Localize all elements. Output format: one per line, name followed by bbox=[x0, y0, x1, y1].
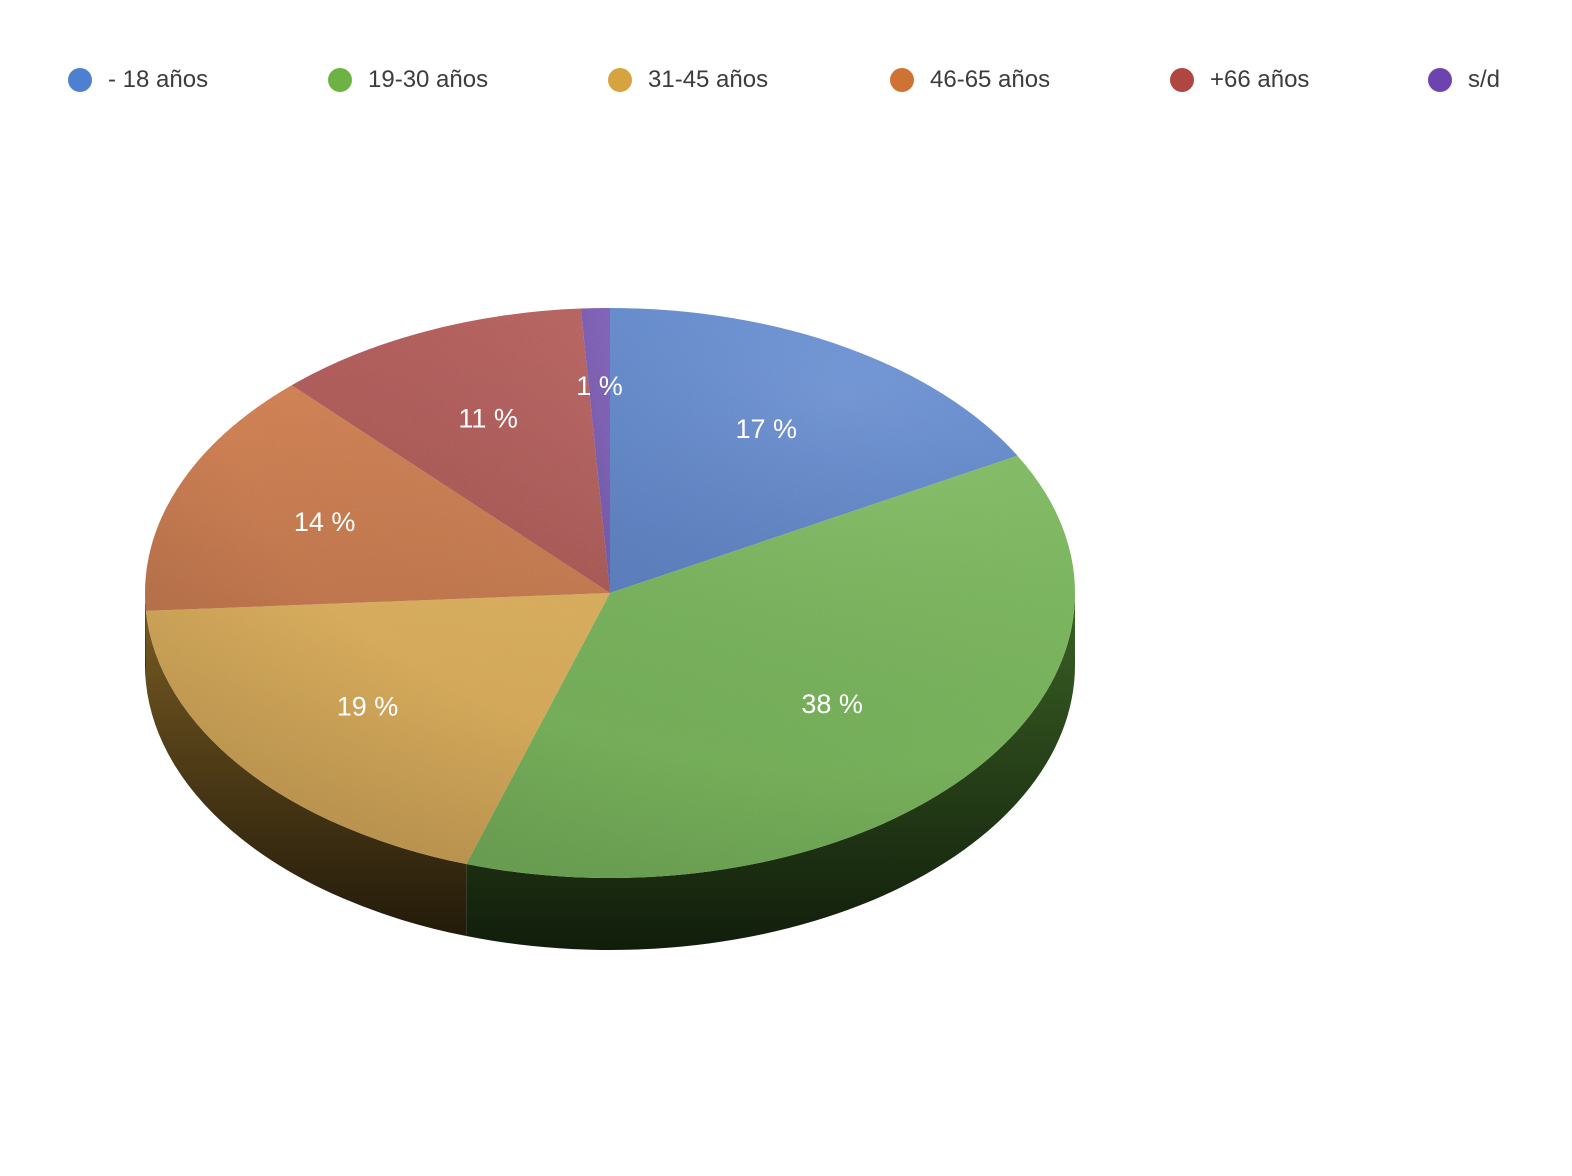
legend-swatch bbox=[68, 68, 92, 92]
legend-label: 46-65 años bbox=[930, 66, 1051, 93]
pie-data-labels: 17 % 38 % 19 % 14 % 11 % 1 % bbox=[294, 371, 863, 721]
legend-item[interactable]: s/d bbox=[1428, 58, 1500, 102]
slice-label: 1 % bbox=[576, 371, 623, 401]
legend-label: - 18 años bbox=[108, 66, 209, 93]
legend-label: +66 años bbox=[1210, 66, 1310, 93]
legend-swatch bbox=[890, 68, 914, 92]
slice-label: 17 % bbox=[735, 414, 797, 444]
legend-swatch bbox=[608, 68, 632, 92]
legend-swatch bbox=[328, 68, 352, 92]
slice-label: 19 % bbox=[337, 691, 399, 721]
slice-label: 38 % bbox=[801, 689, 863, 719]
legend-label: 31-45 años bbox=[648, 66, 769, 93]
legend-item[interactable]: 19-30 años bbox=[328, 58, 488, 102]
slice-label: 11 % bbox=[458, 403, 518, 433]
legend-item[interactable]: - 18 años bbox=[68, 58, 208, 102]
legend-item[interactable]: 46-65 años bbox=[890, 58, 1050, 102]
legend-item[interactable]: +66 años bbox=[1170, 58, 1309, 102]
legend-label: 19-30 años bbox=[368, 66, 489, 93]
legend-swatch bbox=[1170, 68, 1194, 92]
legend-item[interactable]: 31-45 años bbox=[608, 58, 768, 102]
legend-swatch bbox=[1428, 68, 1452, 92]
slice-label: 14 % bbox=[294, 507, 356, 537]
chart-legend: - 18 años 19-30 años 31-45 años 46-65 años +… bbox=[0, 58, 1572, 102]
legend-label: s/d bbox=[1468, 66, 1501, 93]
